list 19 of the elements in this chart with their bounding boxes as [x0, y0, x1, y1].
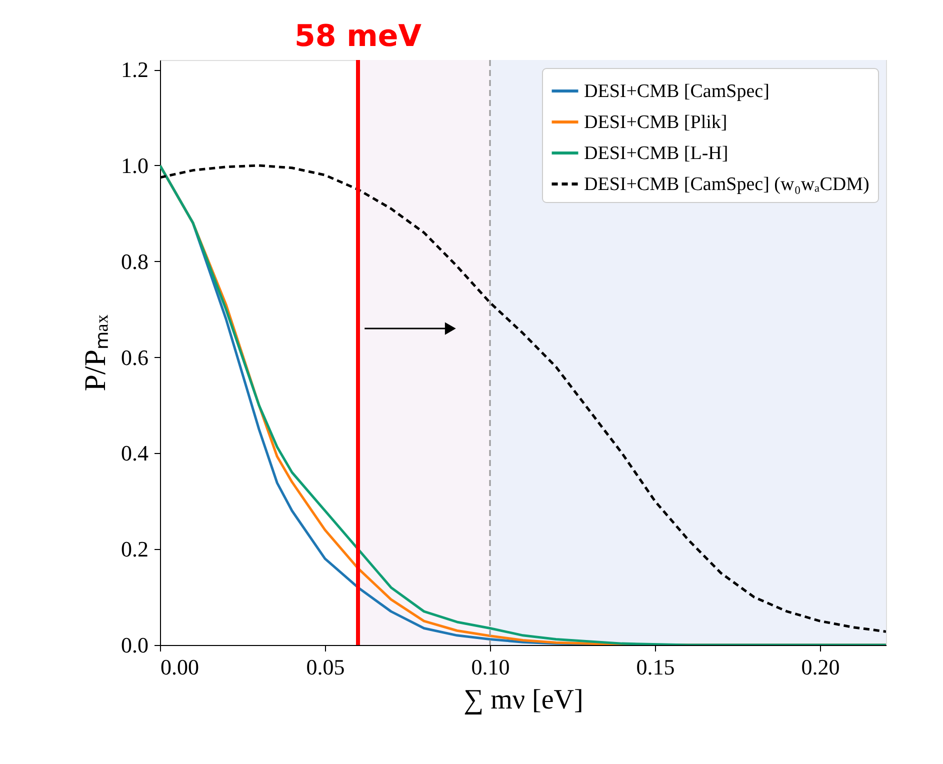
- ref-line-label: 58 meV: [294, 19, 422, 54]
- y-tick-label: 1.2: [121, 57, 148, 82]
- x-tick-label: 0.15: [636, 654, 675, 680]
- legend-label: DESI+CMB [Plik]: [584, 112, 728, 133]
- y-tick-label: 0.2: [121, 536, 148, 562]
- y-tick-label: 0.6: [121, 344, 148, 370]
- y-tick-label: 0.0: [121, 632, 148, 658]
- legend-label: DESI+CMB [CamSpec] (w₀wₐCDM): [584, 174, 870, 195]
- legend-label: DESI+CMB [CamSpec]: [584, 81, 770, 102]
- x-tick-label: 0.05: [306, 654, 345, 680]
- legend-label: DESI+CMB [L-H]: [584, 143, 728, 164]
- x-tick-label: 0.10: [471, 654, 510, 680]
- y-tick-label: 0.8: [121, 248, 148, 274]
- y-tick-label: 0.4: [121, 440, 148, 466]
- y-tick-label: 1.0: [121, 152, 148, 178]
- y-axis-title: P/Pₘₐₓ: [79, 314, 112, 392]
- x-tick-label: 0.00: [160, 654, 199, 680]
- x-tick-label: 0.20: [801, 654, 840, 680]
- x-axis-title: ∑ mν [eV]: [464, 684, 584, 716]
